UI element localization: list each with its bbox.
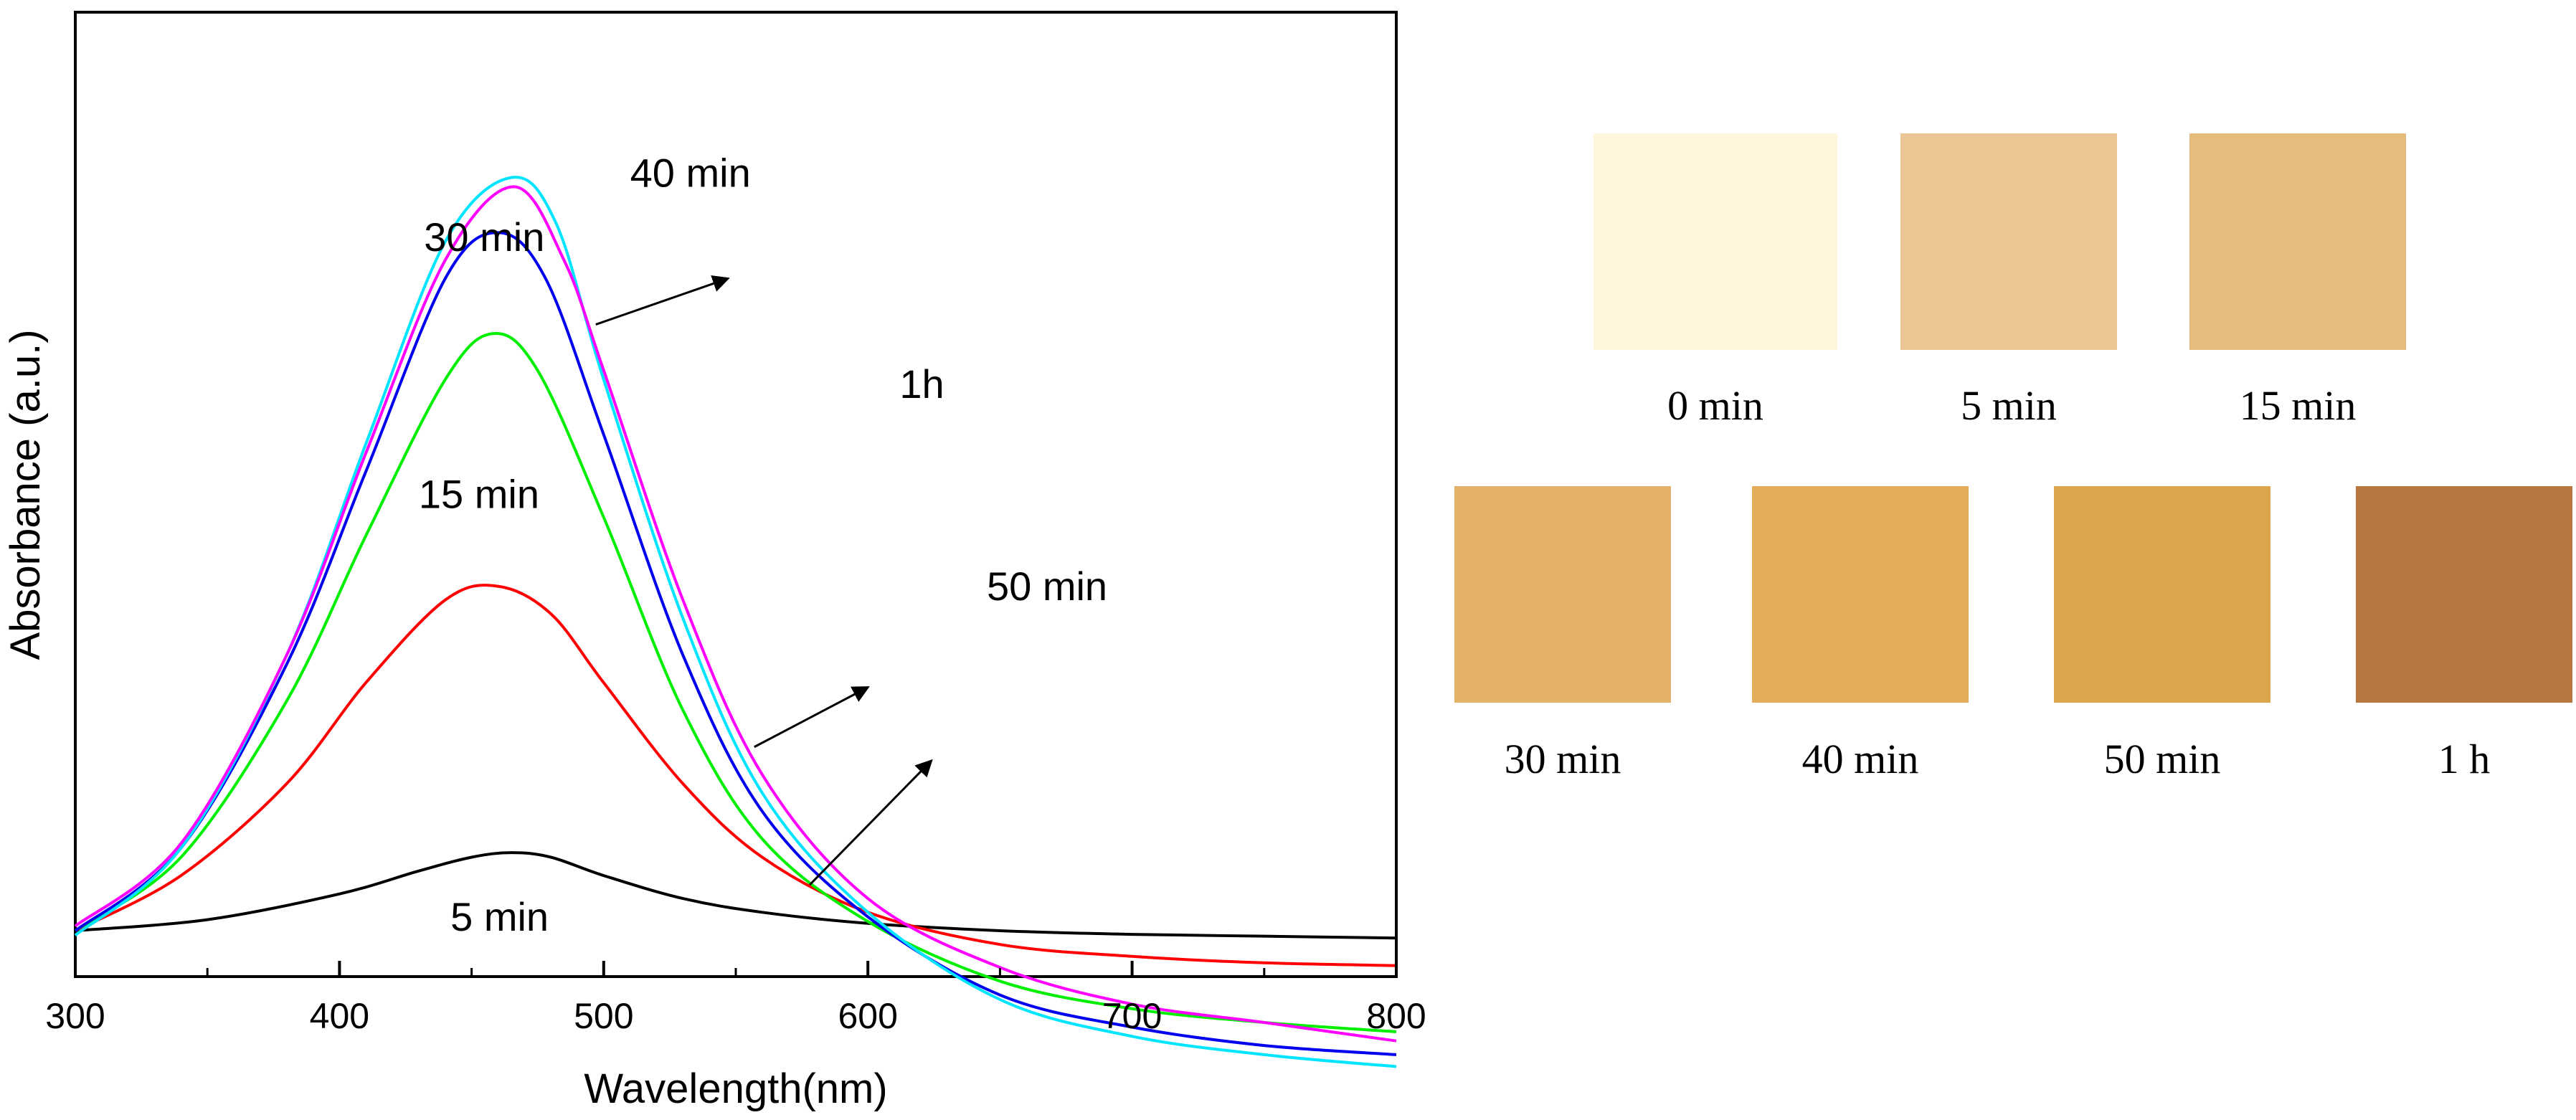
series-line-5-min xyxy=(75,851,1397,940)
y-axis-label: Absorbance (a.u.) xyxy=(2,329,49,660)
x-tick-label: 800 xyxy=(1366,996,1426,1036)
series-layer xyxy=(74,176,1397,1068)
color-swatch-1-h xyxy=(2356,486,2572,703)
x-tick-label: 600 xyxy=(838,996,897,1036)
color-swatch-0-min xyxy=(1594,133,1837,350)
x-axis-label: Wavelength(nm) xyxy=(584,1066,887,1112)
series-line-40-min xyxy=(74,231,1397,1056)
swatch-label: 30 min xyxy=(1504,736,1621,782)
swatch-label: 15 min xyxy=(2239,382,2357,429)
annotation-arrow-50-min xyxy=(809,759,933,886)
color-swatch-40-min xyxy=(1752,486,1969,703)
swatch-label: 5 min xyxy=(1961,382,2057,429)
series-line-50-min xyxy=(74,176,1397,1068)
annotation-layer: 40 min 30 min 1h 15 min 50 min 5 min xyxy=(419,150,1107,939)
x-tick-label: 500 xyxy=(574,996,633,1036)
swatch-label: 0 min xyxy=(1667,382,1763,429)
color-swatch-5-min xyxy=(1900,133,2117,350)
annotation-label-1h: 1h xyxy=(899,361,944,407)
swatch-label: 50 min xyxy=(2103,736,2221,782)
series-line-30-min xyxy=(74,332,1397,1033)
series-line-15-min xyxy=(75,584,1397,967)
color-swatch-50-min xyxy=(2054,486,2270,703)
annotation-arrow-40-min xyxy=(595,275,730,326)
x-axis-ticks: 300 400 500 600 700 800 xyxy=(45,961,1426,1036)
x-tick-label: 300 xyxy=(45,996,105,1036)
swatch-label: 1 h xyxy=(2438,736,2491,782)
series-line-1h xyxy=(74,185,1397,1043)
color-swatch-15-min xyxy=(2189,133,2406,350)
annotation-label-30-min: 30 min xyxy=(424,214,544,260)
swatch-label: 40 min xyxy=(1801,736,1919,782)
annotation-label-40-min: 40 min xyxy=(630,150,751,195)
annotation-label-50-min: 50 min xyxy=(987,564,1107,609)
annotation-arrow-1h xyxy=(754,686,870,749)
x-tick-label: 400 xyxy=(310,996,369,1036)
color-swatch-30-min xyxy=(1454,486,1671,703)
x-tick-label: 700 xyxy=(1102,996,1162,1036)
annotation-label-15-min: 15 min xyxy=(419,472,539,517)
annotation-label-5-min: 5 min xyxy=(450,894,549,939)
